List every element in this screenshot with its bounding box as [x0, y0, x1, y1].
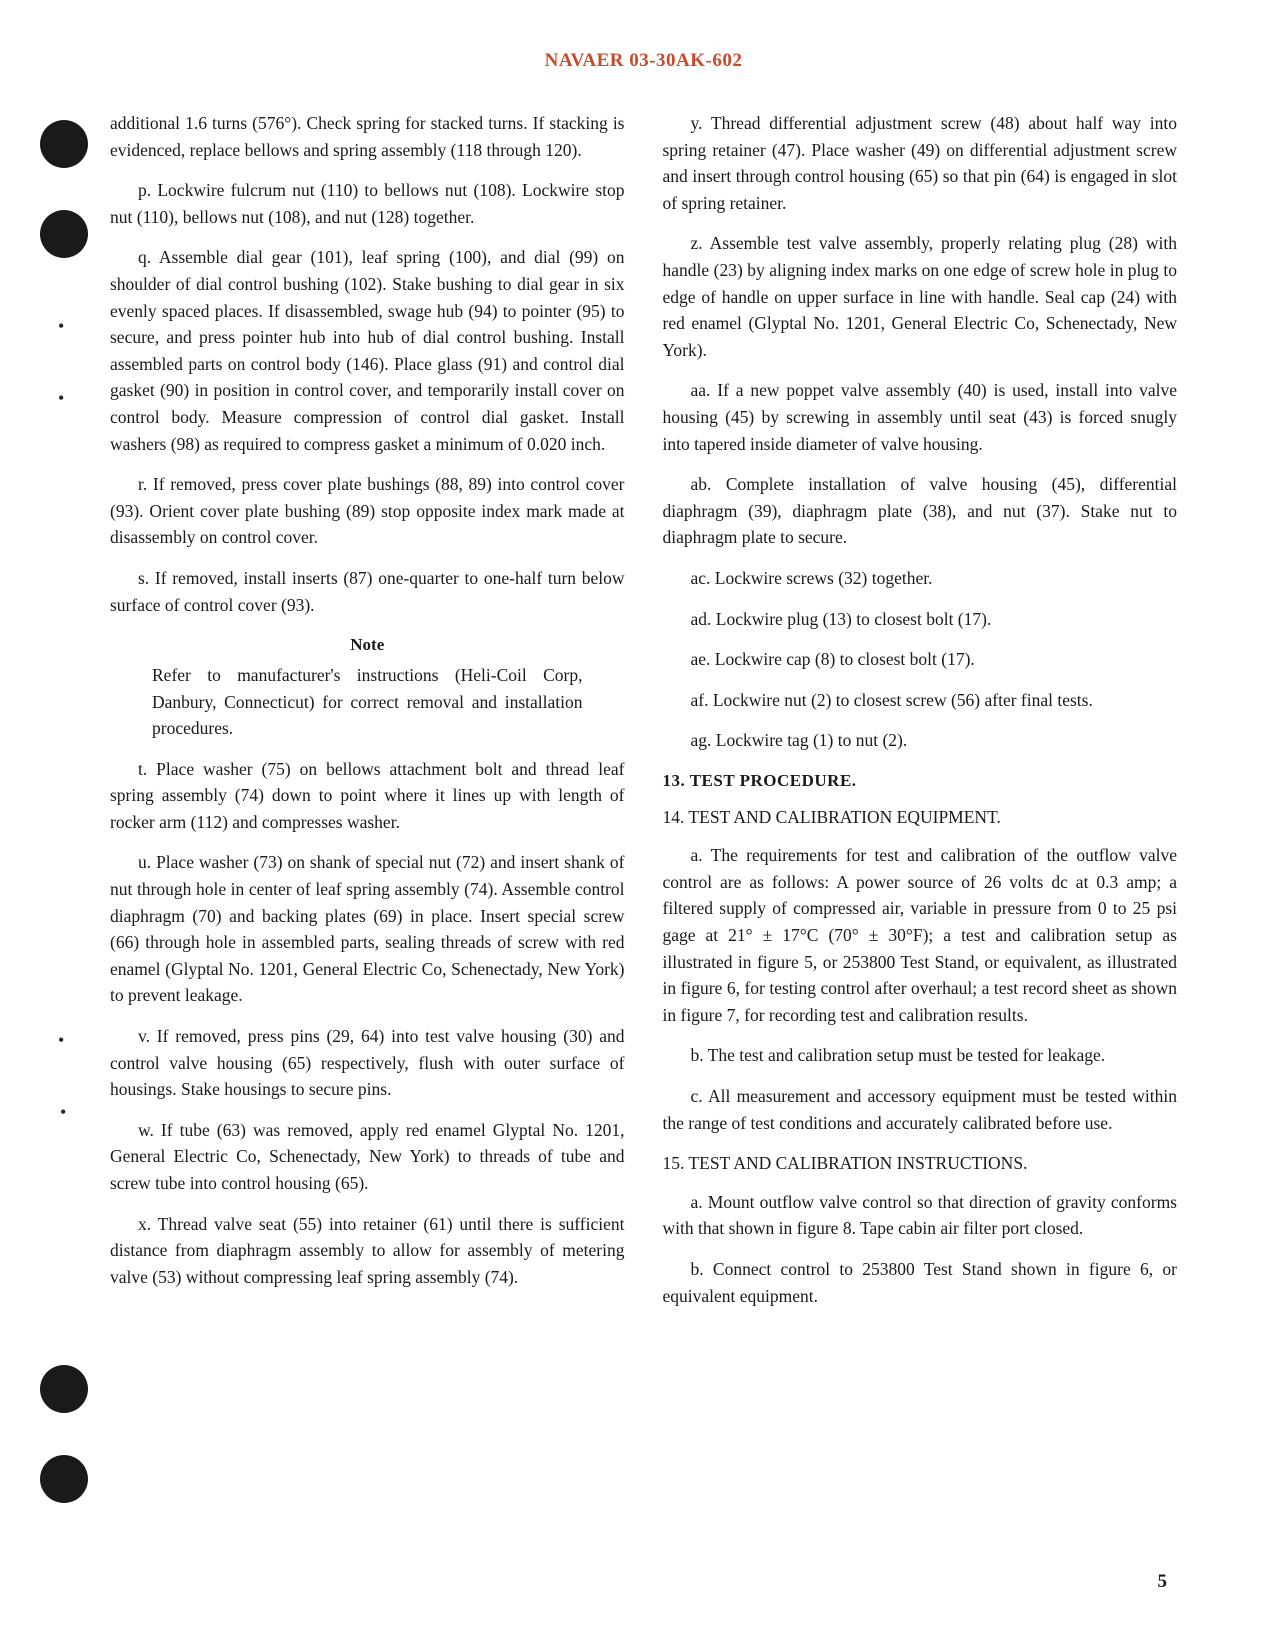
para-w: w. If tube (63) was removed, apply red e… — [110, 1117, 625, 1197]
para-t: t. Place washer (75) on bellows attachme… — [110, 756, 625, 836]
page-mark: • — [58, 316, 64, 337]
para-u: u. Place washer (73) on shank of special… — [110, 849, 625, 1009]
para-v: v. If removed, press pins (29, 64) into … — [110, 1023, 625, 1103]
para-aa: aa. If a new poppet valve assembly (40) … — [663, 377, 1178, 457]
content-container: additional 1.6 turns (576°). Check sprin… — [110, 110, 1177, 1323]
para-15a: a. Mount outflow valve control so that d… — [663, 1189, 1178, 1242]
section-13-heading: 13. TEST PROCEDURE. — [663, 768, 1178, 794]
right-column: y. Thread differential adjustment screw … — [663, 110, 1178, 1323]
subsection-14-heading: 14. TEST AND CALIBRATION EQUIPMENT. — [663, 804, 1178, 831]
binder-hole — [40, 1365, 88, 1413]
para-r: r. If removed, press cover plate bushing… — [110, 471, 625, 551]
para-s: s. If removed, install inserts (87) one-… — [110, 565, 625, 618]
para-z: z. Assemble test valve assembly, properl… — [663, 230, 1178, 363]
page-mark: • — [58, 1030, 64, 1051]
para-14b: b. The test and calibration setup must b… — [663, 1042, 1178, 1069]
note-heading: Note — [110, 632, 625, 658]
binder-hole — [40, 210, 88, 258]
para-ab: ab. Complete installation of valve housi… — [663, 471, 1178, 551]
page-number: 5 — [1158, 1571, 1168, 1593]
para-o-cont: additional 1.6 turns (576°). Check sprin… — [110, 110, 625, 163]
para-q: q. Assemble dial gear (101), leaf spring… — [110, 244, 625, 457]
page-mark: • — [60, 1102, 66, 1123]
para-ac: ac. Lockwire screws (32) together. — [663, 565, 1178, 592]
para-14a: a. The requirements for test and calibra… — [663, 842, 1178, 1028]
binder-hole — [40, 1455, 88, 1503]
note-body: Refer to manufacturer's instructions (He… — [152, 662, 583, 742]
binder-hole — [40, 120, 88, 168]
para-x: x. Thread valve seat (55) into retainer … — [110, 1211, 625, 1291]
para-ag: ag. Lockwire tag (1) to nut (2). — [663, 727, 1178, 754]
para-ad: ad. Lockwire plug (13) to closest bolt (… — [663, 606, 1178, 633]
para-af: af. Lockwire nut (2) to closest screw (5… — [663, 687, 1178, 714]
left-column: additional 1.6 turns (576°). Check sprin… — [110, 110, 625, 1323]
page-mark: • — [58, 388, 64, 409]
para-p: p. Lockwire fulcrum nut (110) to bellows… — [110, 177, 625, 230]
para-14c: c. All measurement and accessory equipme… — [663, 1083, 1178, 1136]
para-15b: b. Connect control to 253800 Test Stand … — [663, 1256, 1178, 1309]
document-header: NAVAER 03-30AK-602 — [110, 50, 1177, 72]
para-ae: ae. Lockwire cap (8) to closest bolt (17… — [663, 646, 1178, 673]
subsection-15-heading: 15. TEST AND CALIBRATION INSTRUCTIONS. — [663, 1150, 1178, 1177]
para-y: y. Thread differential adjustment screw … — [663, 110, 1178, 216]
